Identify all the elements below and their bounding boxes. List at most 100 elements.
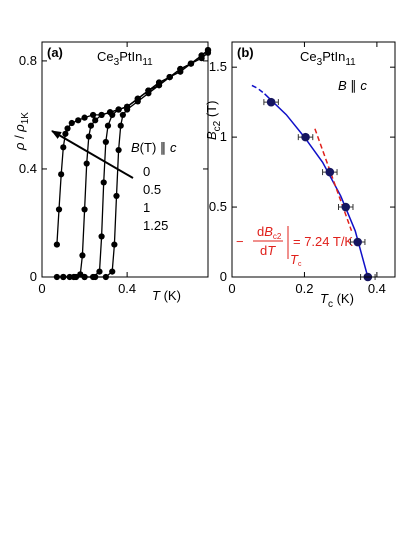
data-point <box>77 271 84 278</box>
legend-entry: 1 <box>143 200 150 215</box>
data-line <box>73 52 209 278</box>
data-point <box>64 125 71 132</box>
data-point <box>115 146 122 154</box>
fit-line <box>314 128 353 232</box>
title-sub: 3 <box>317 57 323 68</box>
data-point <box>53 241 60 248</box>
y-label-part: ρ <box>12 124 27 133</box>
annotation-part: c <box>360 78 367 93</box>
data-point <box>98 111 105 119</box>
formula-sub: c <box>298 261 302 268</box>
data-point <box>75 117 82 124</box>
x-label-sub: c <box>328 299 333 310</box>
title-sub: 11 <box>345 57 356 68</box>
y-label-sub: c2 <box>212 120 223 131</box>
data-point <box>107 109 114 116</box>
data-point <box>55 206 63 213</box>
formula-eval: Tc <box>290 252 302 268</box>
formula-denominator: dT <box>260 243 276 258</box>
x-label-part: T <box>320 291 329 306</box>
formula-part: d <box>260 243 267 258</box>
legend-title-part: (T) ∥ <box>140 140 170 155</box>
data-point <box>353 237 362 247</box>
formula-part: d <box>257 224 264 239</box>
formula-part: T <box>290 252 299 267</box>
data-point <box>113 192 120 200</box>
slope-formula: − dBc2 dT Tc = 7.24 T/K <box>236 224 353 268</box>
fit-line <box>251 84 266 95</box>
x-axis-label: Tc (K) <box>320 291 354 310</box>
x-label-part: (K) <box>333 291 354 306</box>
fit-line <box>264 93 369 278</box>
data-point <box>104 122 112 129</box>
y-label-sub: 1K <box>20 112 31 125</box>
data-point <box>79 252 86 259</box>
y-tick-label: 0.4 <box>19 161 37 176</box>
formula-part: B <box>264 224 273 239</box>
legend-title: B(T) ∥ c <box>131 140 177 155</box>
data-point <box>166 74 173 81</box>
data-line <box>56 49 209 278</box>
data-point <box>155 82 163 89</box>
annotation: B ∥ c <box>338 78 367 93</box>
data-point <box>83 160 90 167</box>
formula-sign: − <box>236 234 244 249</box>
data-point <box>341 202 351 212</box>
data-point <box>117 122 124 129</box>
panel-label: (a) <box>47 45 63 60</box>
data-point <box>62 130 69 137</box>
title-part: PtIn <box>322 49 345 64</box>
plot-frame <box>41 41 209 278</box>
formula-numerator: dBc2 <box>257 224 282 241</box>
data-point <box>87 122 95 129</box>
data-point <box>124 103 131 110</box>
legend-entry: 1.25 <box>143 218 168 233</box>
x-label-part: (K) <box>160 288 181 303</box>
data-point <box>58 171 65 178</box>
formula-part: T <box>267 243 276 258</box>
panel-title: Ce3PtIn11 <box>97 49 153 68</box>
data-point <box>266 97 276 107</box>
data-point <box>109 268 116 275</box>
data-point <box>85 133 92 140</box>
y-label-part: B <box>204 131 219 140</box>
data-point <box>325 167 335 177</box>
data-point <box>81 114 88 121</box>
y-tick-label: 0 <box>30 269 37 284</box>
y-label-part: / <box>12 132 27 143</box>
data-point <box>100 179 107 186</box>
data-point <box>98 233 105 240</box>
formula-result: = 7.24 T/K <box>293 234 353 249</box>
title-sub: 3 <box>114 57 120 68</box>
data-point <box>134 95 141 102</box>
y-tick-label: 0.8 <box>19 53 37 68</box>
data-point <box>68 119 75 127</box>
title-sub: 11 <box>142 57 153 68</box>
title-part: Ce <box>97 49 114 64</box>
data-point <box>145 87 152 94</box>
data-point <box>96 268 103 275</box>
formula-sub: c2 <box>273 232 282 241</box>
y-tick-label: 0 <box>220 269 227 284</box>
legend-title-part: c <box>170 140 177 155</box>
data-point <box>102 138 109 146</box>
y-tick-label: 0.5 <box>209 199 227 214</box>
y-tick-label: 1 <box>220 129 227 144</box>
legend-title-part: B <box>131 140 140 155</box>
data-point <box>115 106 122 113</box>
annotation-part: B <box>338 78 347 93</box>
data-point <box>187 60 195 67</box>
y-axis-label: ρ / ρ1K <box>12 112 31 151</box>
x-label-part: T <box>152 288 161 303</box>
data-point <box>198 52 205 59</box>
title-part: PtIn <box>119 49 142 64</box>
legend-entry: 0.5 <box>143 182 161 197</box>
annotation-part: ∥ <box>347 78 361 93</box>
panel-label: (b) <box>237 45 254 60</box>
field-arrow <box>51 130 134 179</box>
data-point <box>60 144 67 151</box>
y-tick-label: 1.5 <box>209 59 227 74</box>
panel-title: Ce3PtIn11 <box>300 49 356 68</box>
